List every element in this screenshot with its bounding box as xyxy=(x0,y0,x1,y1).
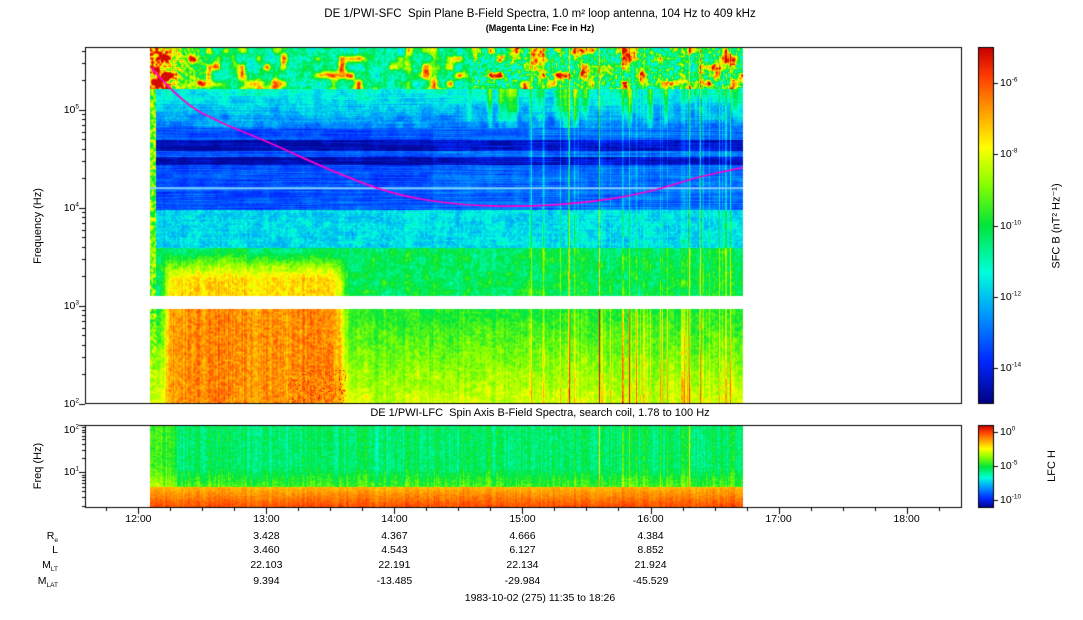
sfc-colorbar-label: SFC B (nT² Hz⁻¹) xyxy=(1050,183,1063,269)
time-range-footer: 1983-10-02 (275) 11:35 to 18:26 xyxy=(464,592,616,604)
sfc-panel-title: DE 1/PWI-SFC Spin Plane B-Field Spectra,… xyxy=(324,8,756,20)
sfc-panel-subtitle: (Magenta Line: Fce in Hz) xyxy=(485,23,595,33)
sfc-y-axis-label: Frequency (Hz) xyxy=(32,188,44,264)
lfc-y-axis-label: Freq (Hz) xyxy=(32,442,44,490)
lfc-colorbar-label: LFC H xyxy=(1046,450,1058,482)
lfc-panel-title: DE 1/PWI-LFC Spin Axis B-Field Spectra, … xyxy=(370,407,710,419)
